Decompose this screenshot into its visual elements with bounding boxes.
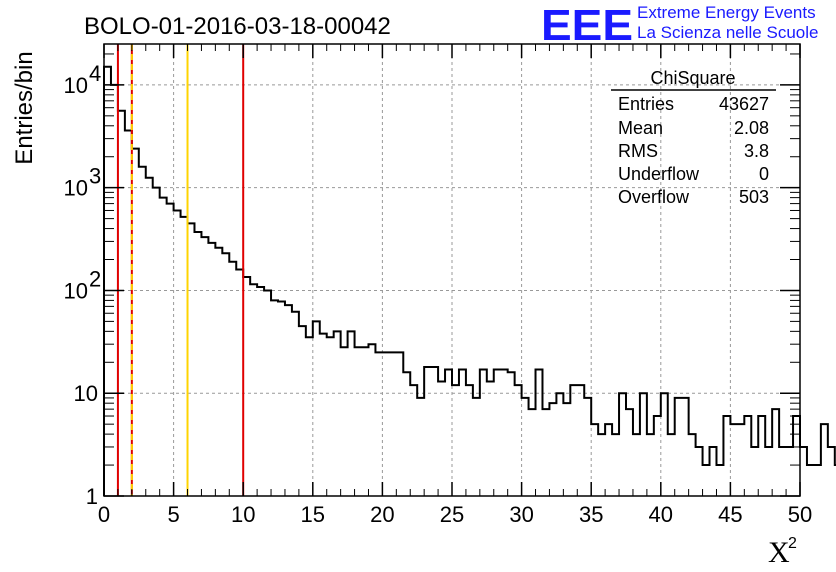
x-axis-title-superscript: 2 [788, 535, 797, 552]
histogram-step-line [103, 65, 836, 496]
x-tick-label: 25 [440, 502, 464, 527]
x-tick-label: 30 [509, 502, 533, 527]
y-tick-label: 1 [86, 484, 98, 509]
y-tick-exponent: 3 [89, 164, 101, 189]
x-tick-label: 15 [301, 502, 325, 527]
y-tick-label: 10 [64, 73, 88, 98]
x-tick-label: 20 [370, 502, 394, 527]
x-tick-label: 10 [231, 502, 255, 527]
stats-value-entries: 43627 [719, 94, 769, 114]
stats-value-underflow: 0 [759, 164, 769, 184]
y-tick-label: 10 [64, 176, 88, 201]
logo-mark: EEE [541, 1, 633, 50]
logo-line2: La Scienza nelle Scuole [637, 23, 818, 42]
eee-logo: EEE Extreme Energy Events La Scienza nel… [541, 1, 818, 50]
x-axis-title: X [768, 536, 790, 569]
stats-label-rms: RMS [618, 141, 658, 161]
logo-line1: Extreme Energy Events [637, 3, 816, 22]
x-tick-label: 0 [98, 502, 110, 527]
x-tick-label: 40 [649, 502, 673, 527]
threshold-lines [116, 44, 245, 496]
x-tick-label: 35 [579, 502, 603, 527]
y-tick-exponent: 2 [89, 266, 101, 291]
stats-label-mean: Mean [618, 118, 663, 138]
stats-label-underflow: Underflow [618, 164, 700, 184]
x-tick-label: 45 [718, 502, 742, 527]
histogram-bars [103, 65, 836, 496]
stats-value-overflow: 503 [739, 187, 769, 207]
y-tick-exponent: 4 [89, 61, 101, 86]
stats-value-mean: 2.08 [734, 118, 769, 138]
x-tick-label: 5 [167, 502, 179, 527]
grid-lines [104, 44, 800, 496]
chart-title: BOLO-01-2016-03-18-00042 [84, 13, 391, 40]
stats-value-rms: 3.8 [744, 141, 769, 161]
stats-label-entries: Entries [618, 94, 674, 114]
y-axis-title: Entries/bin [11, 51, 38, 164]
stats-box: ChiSquare Entries 43627 Mean 2.08 RMS 3.… [611, 68, 776, 207]
stats-label-overflow: Overflow [618, 187, 690, 207]
stats-name: ChiSquare [650, 68, 735, 88]
y-tick-label: 10 [64, 278, 88, 303]
x-tick-label: 50 [788, 502, 812, 527]
y-tick-label: 10 [74, 381, 98, 406]
